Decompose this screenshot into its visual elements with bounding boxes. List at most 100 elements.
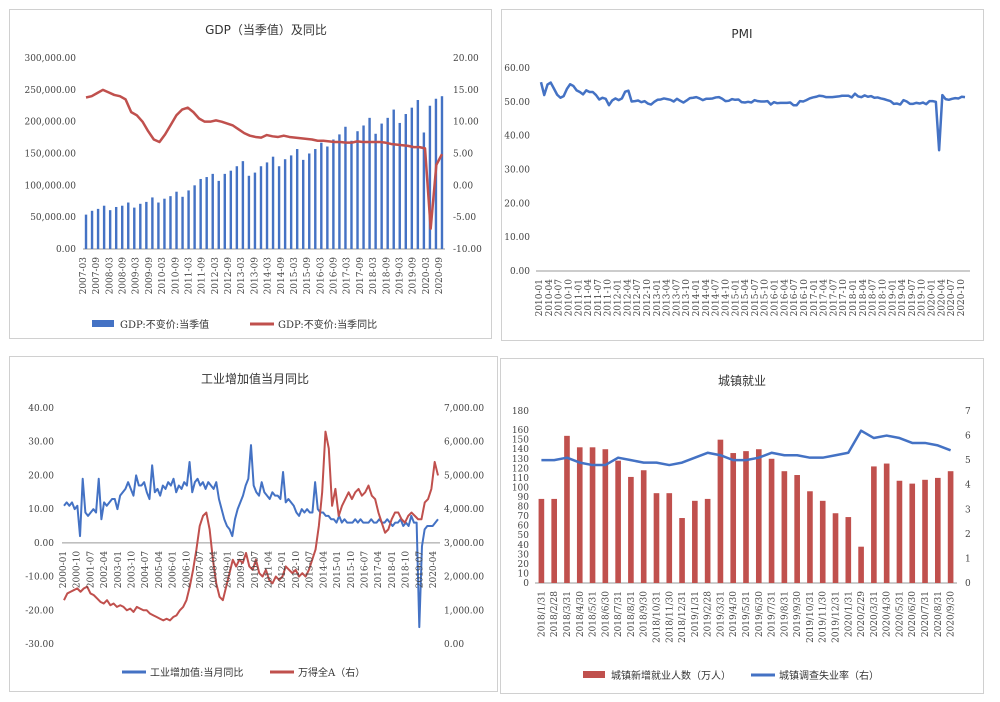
x-tick-label: 2016-07 (790, 279, 800, 317)
x-tick-label: 2017-10 (839, 279, 849, 317)
x-tick-label: 2003-01 (114, 551, 124, 588)
legend-label: GDP:不变价:当季同比 (278, 318, 377, 331)
gdp-yoy-line (85, 88, 444, 230)
y-left-tick-label: 140 (512, 445, 529, 455)
legend-label: 工业增加值:当月同比 (150, 666, 243, 679)
gdp-bar (404, 114, 407, 249)
new-jobs-bar (909, 483, 916, 583)
new-jobs-bar (896, 480, 903, 583)
x-tick-label: 2019-09 (409, 257, 419, 295)
gdp-bar (181, 196, 184, 249)
y-right-tick-label: 1,000.00 (444, 606, 484, 616)
y-left-tick-label: 200,000.00 (24, 118, 76, 128)
y-right-tick-label: 4 (965, 481, 971, 491)
y-left-tick-label: 40.00 (504, 132, 530, 142)
legend-swatch (92, 320, 114, 327)
x-tick-label: 2020/9/30 (947, 591, 957, 637)
x-tick-label: 2015-03 (290, 257, 300, 295)
gdp-bar (271, 156, 275, 249)
x-tick-label: 2004-07 (141, 551, 151, 589)
gdp-bar (332, 139, 335, 249)
y-left-tick-label: 110 (512, 474, 529, 484)
x-tick-label: 2003-10 (128, 551, 138, 589)
y-left-tick-label: 30.00 (504, 166, 530, 176)
legend-label: 城镇调查失业率（右） (779, 669, 879, 682)
x-tick-label: 2020-01 (928, 279, 938, 316)
new-jobs-bar (679, 518, 685, 583)
x-tick-label: 2011-04 (584, 279, 594, 317)
x-tick-label: 2014-07 (712, 279, 722, 317)
x-tick-label: 2011-04 (265, 551, 275, 589)
y-left-tick-label: 90 (518, 493, 530, 503)
x-tick-label: 2018-10 (402, 551, 412, 589)
gdp-bar (193, 185, 196, 249)
y-left-tick-label: 120 (512, 464, 529, 474)
x-tick-label: 2011-07 (594, 279, 604, 317)
gdp-bar (295, 149, 299, 249)
x-tick-label: 2018/2/28 (550, 591, 560, 637)
new-jobs-bar (883, 463, 890, 583)
y-left-tick-label: 50,000.00 (30, 213, 76, 223)
chart-title: 城镇就业 (718, 374, 766, 388)
y-right-tick-label: 5 (965, 456, 971, 466)
x-tick-label: 2007-07 (196, 551, 206, 589)
y-left-tick-label: 150 (512, 436, 529, 446)
y-left-tick-label: 40.00 (28, 404, 54, 414)
y-right-tick-label: 5.00 (453, 150, 473, 160)
gdp-bar (247, 175, 251, 249)
pmi-line (539, 81, 966, 152)
x-tick-label: 2013-07 (672, 279, 682, 317)
gdp-bar (205, 177, 208, 249)
new-jobs-bar (768, 458, 775, 583)
pmi-chart-panel: PMI 0.00 10.00 20.00 30.00 40.00 50.00 60.00 201… (501, 9, 984, 341)
x-tick-label: 2020/6/30 (908, 591, 918, 637)
x-tick-label: 2018/1/31 (537, 591, 547, 637)
gdp-bar (90, 210, 94, 249)
new-jobs-bar (730, 453, 737, 583)
x-tick-label: 2012-04 (623, 279, 633, 317)
gdp-bar (223, 173, 226, 249)
x-tick-label: 2016-03 (316, 257, 326, 295)
new-jobs-bar (717, 439, 724, 583)
new-jobs-bar (871, 466, 877, 583)
y-right-tick-label: 7 (965, 407, 971, 417)
gdp-bar (344, 126, 347, 249)
y-left-tick-label: 0.00 (510, 267, 530, 277)
y-right-tick-label: 2 (965, 530, 971, 540)
x-tick-label: 2020-07 (947, 279, 957, 317)
x-tick-label: 2008-03 (105, 257, 115, 295)
x-tick-label: 2020/5/31 (895, 591, 905, 637)
y-right-tick-label: 15.00 (453, 86, 479, 96)
gdp-bar (96, 208, 100, 249)
x-tick-label: 2014-09 (277, 257, 287, 295)
x-tick-label: 2007-03 (79, 257, 89, 295)
x-tick-label: 2020/4/30 (883, 591, 893, 637)
x-tick-label: 2018/7/31 (614, 591, 624, 637)
new-jobs-bar (666, 493, 673, 583)
y-left-tick-label: 130 (512, 455, 529, 465)
x-tick-label: 2019/5/31 (742, 591, 752, 637)
x-tick-label: 2018-03 (369, 257, 379, 295)
x-tick-label: 2011-10 (604, 279, 614, 317)
x-tick-label: 2006-01 (169, 551, 179, 588)
y-right-tick-label: 6 (965, 432, 971, 442)
x-tick-label: 2019-04 (898, 279, 908, 317)
x-tick-label: 2015-01 (731, 279, 741, 316)
new-jobs-bar (781, 471, 788, 583)
gdp-bar (163, 198, 166, 249)
gdp-bar (199, 178, 202, 249)
x-tick-label: 2005-04 (155, 551, 165, 589)
new-jobs-bar (615, 460, 621, 583)
x-tick-label: 2019/6/30 (755, 591, 765, 637)
gdp-bar (259, 166, 263, 249)
x-tick-label: 2011-03 (184, 257, 194, 295)
x-tick-label: 2017-09 (356, 257, 366, 295)
x-tick-label: 2020-04 (429, 551, 439, 589)
y-left-tick-label: 60.00 (504, 64, 530, 74)
x-tick-label: 2008-09 (119, 257, 129, 295)
x-tick-label: 2012-09 (224, 257, 234, 295)
gdp-bar (235, 166, 239, 249)
x-tick-label: 2010-03 (158, 257, 168, 295)
legend-swatch (583, 671, 605, 678)
gdp-bar (289, 155, 293, 249)
